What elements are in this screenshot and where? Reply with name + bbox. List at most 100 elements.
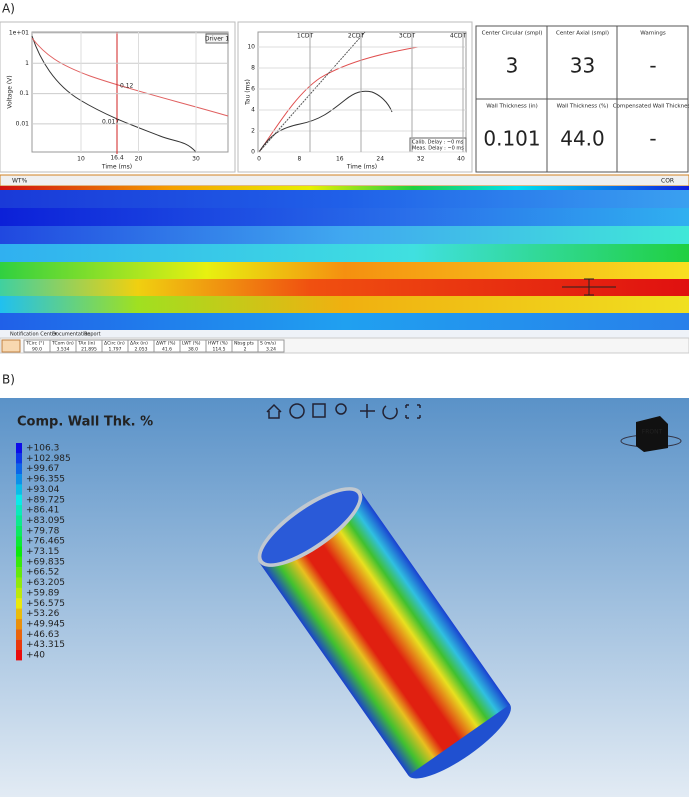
footer-link[interactable]: Documentation bbox=[52, 332, 91, 338]
view-cube[interactable] bbox=[620, 416, 682, 452]
y-axis-label: Voltage (V) bbox=[7, 75, 14, 108]
table-value: 21.895 bbox=[81, 347, 97, 353]
footer-link[interactable]: Report bbox=[84, 332, 101, 338]
legend-swatch bbox=[16, 608, 22, 619]
legend-label: +59.89 bbox=[26, 588, 60, 598]
pipe-inside bbox=[261, 490, 359, 564]
x-tick-label: 40 bbox=[457, 156, 465, 163]
y-axis-label: Tau (ms) bbox=[245, 79, 252, 106]
panel-label: A) bbox=[2, 2, 15, 16]
view-toolbar bbox=[266, 403, 421, 420]
table-header: ΔCirc (in) bbox=[104, 341, 125, 347]
legend-label: +46.63 bbox=[26, 630, 59, 640]
y-tick-label: 0.1 bbox=[19, 90, 29, 97]
tau-curve bbox=[258, 90, 393, 153]
table-header: TCom (in) bbox=[51, 341, 74, 347]
y-tick-label: 10 bbox=[247, 44, 255, 51]
legend-label: +66.52 bbox=[26, 568, 59, 578]
legend-swatch bbox=[16, 453, 22, 464]
y-tick-label: 1 bbox=[25, 60, 29, 67]
table-header: TAx (in) bbox=[77, 341, 95, 347]
legend-label: +40 bbox=[26, 651, 45, 661]
legend-label: +69.835 bbox=[26, 557, 65, 567]
legend-label: +43.315 bbox=[26, 640, 65, 650]
footer-links-bar bbox=[0, 330, 689, 338]
summary-value: 44.0 bbox=[560, 127, 605, 151]
table-cell bbox=[257, 339, 285, 353]
cdt-label: 4CDT bbox=[450, 33, 467, 40]
x-tick-label: 0 bbox=[257, 156, 261, 163]
legend-swatch bbox=[16, 484, 22, 495]
legend-swatch bbox=[16, 474, 22, 485]
y-tick-label: 0.01 bbox=[16, 120, 30, 127]
heatmap-row bbox=[0, 313, 689, 330]
voltage-curve bbox=[31, 35, 197, 153]
driver-button[interactable] bbox=[205, 33, 229, 44]
tab[interactable]: WT% bbox=[12, 178, 28, 185]
annotation: 0.12 bbox=[120, 83, 134, 90]
legend-swatch bbox=[16, 505, 22, 516]
legend-label: +76.465 bbox=[26, 537, 65, 547]
legend-swatch bbox=[16, 567, 22, 578]
tab[interactable]: COR bbox=[661, 178, 674, 185]
table-header: S (m/s) bbox=[260, 341, 276, 347]
x-tick-label: 10 bbox=[77, 156, 85, 163]
x-tick-label: 30 bbox=[192, 156, 200, 163]
heatmap-row bbox=[0, 262, 689, 279]
legend-label: +53.26 bbox=[26, 609, 60, 619]
button-label[interactable]: Driver 1 bbox=[205, 36, 229, 43]
annotation: 0.017 bbox=[102, 119, 119, 126]
y-tick-label: 6 bbox=[251, 86, 255, 93]
table-value: 90.0 bbox=[32, 347, 42, 353]
table-header: HWT (%) bbox=[208, 341, 228, 347]
legend-label: +56.575 bbox=[26, 599, 65, 609]
x-tick-label: 24 bbox=[376, 156, 384, 163]
voltage-plot-area bbox=[31, 31, 229, 153]
legend-label: +96.355 bbox=[26, 475, 65, 485]
legend-swatch bbox=[16, 556, 22, 568]
y-tick-label: 1e+01 bbox=[9, 30, 29, 37]
defect-marker bbox=[562, 278, 616, 296]
summary-value: 0.101 bbox=[483, 127, 540, 151]
legend-label: +89.725 bbox=[26, 495, 65, 505]
legend-label: +73.15 bbox=[26, 547, 59, 557]
x-axis-label: Time (ms) bbox=[101, 164, 132, 171]
summary-label: Wall Thickness (in) bbox=[486, 104, 538, 110]
table-value: 38.0 bbox=[188, 347, 198, 353]
pipe-body bbox=[259, 491, 510, 776]
heatmap bbox=[0, 190, 689, 330]
home-icon[interactable] bbox=[266, 403, 282, 419]
y-tick-label: 8 bbox=[251, 65, 255, 72]
table-value: 3.24 bbox=[266, 347, 276, 353]
legend-swatch bbox=[16, 525, 22, 537]
view-title: Comp. Wall Thk. % bbox=[17, 415, 153, 430]
zoom-box-icon[interactable] bbox=[312, 403, 326, 418]
pan-icon[interactable] bbox=[360, 404, 375, 418]
x-tick-label: 20 bbox=[135, 156, 143, 163]
fit-icon[interactable] bbox=[405, 404, 421, 419]
table-header: ΔWT (%) bbox=[156, 341, 176, 347]
summary-value: - bbox=[649, 127, 656, 151]
zoom-icon[interactable] bbox=[335, 403, 347, 415]
heatmap-row bbox=[0, 244, 689, 262]
legend-label: +99.67 bbox=[26, 464, 59, 474]
tool-icon[interactable] bbox=[1, 339, 21, 353]
legend-swatch bbox=[16, 639, 22, 651]
table-value: 1.797 bbox=[109, 347, 122, 353]
y-tick-label: 0 bbox=[251, 149, 255, 156]
table-header: TCirc (°) bbox=[25, 341, 45, 347]
legend-label: +86.41 bbox=[26, 506, 59, 516]
summary-value: - bbox=[649, 54, 656, 78]
footer-link[interactable]: Notification Center bbox=[10, 332, 58, 338]
summary-label: Center Circular (smpl) bbox=[482, 31, 543, 37]
delay-note: Calib. Delay : ~0 ms bbox=[412, 140, 464, 146]
legend-swatch bbox=[16, 515, 22, 526]
cube bbox=[636, 416, 668, 452]
view-icon[interactable] bbox=[289, 403, 305, 419]
rotate-icon[interactable] bbox=[382, 405, 398, 420]
tau-fit bbox=[258, 46, 419, 153]
x-tick-label: 8 bbox=[297, 156, 301, 163]
pipe-model bbox=[257, 487, 511, 779]
